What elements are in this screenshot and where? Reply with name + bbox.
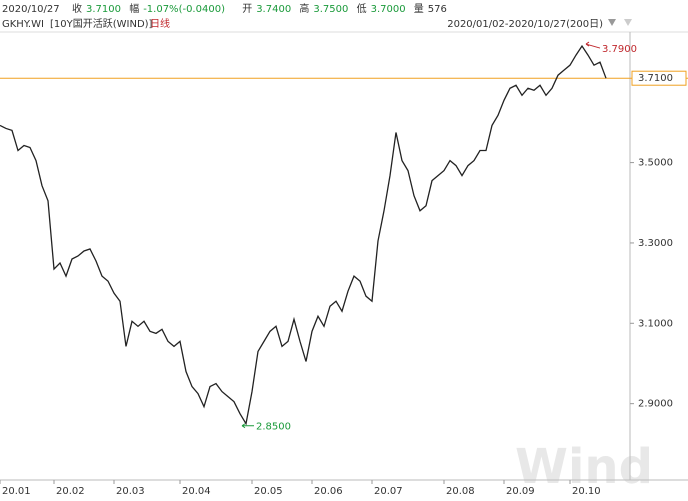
- x-tick-label: 20.08: [446, 486, 475, 497]
- header-label: 高: [299, 2, 309, 15]
- header: 2020/10/27 收 3.7100 幅 -1.07%(-0.0400) 开 3.7400…: [2, 2, 447, 15]
- header-label: 幅: [129, 2, 139, 15]
- x-tick-label: 20.03: [116, 486, 145, 497]
- header-date: 2020/10/27: [2, 4, 60, 15]
- min-label: 2.8500: [256, 422, 291, 433]
- code: GKHY.WI: [2, 19, 44, 30]
- y-tick-label: 3.3000: [638, 238, 673, 249]
- header-label: 收: [72, 2, 82, 15]
- header-value: 3.7500: [313, 4, 348, 15]
- x-tick-label: 20.07: [374, 486, 403, 497]
- x-tick-label: 20.10: [572, 486, 601, 497]
- dropdown-icon[interactable]: [624, 19, 632, 26]
- y-tick-label: 3.5000: [638, 158, 673, 169]
- header-label: 开: [242, 4, 252, 15]
- header-value: -1.07%(-0.0400): [143, 4, 225, 15]
- date-range: 2020/01/02-2020/10/27(200日): [447, 19, 603, 30]
- header-value: 576: [428, 4, 447, 15]
- header-label: 低: [357, 2, 367, 15]
- header-label: 量: [414, 3, 424, 15]
- x-tick-label: 20.05: [254, 486, 283, 497]
- x-tick-label: 20.01: [2, 486, 31, 497]
- y-tick-label: 3.1000: [638, 318, 673, 329]
- period: 日线: [150, 17, 170, 30]
- x-tick-label: 20.04: [182, 486, 211, 497]
- last-price-box: [631, 70, 687, 86]
- last-price-label: 3.7100: [638, 73, 673, 84]
- max-arrow: [585, 41, 601, 49]
- min-arrow: [241, 423, 254, 429]
- instrument-name: [10Y国开活跃(WIND)]: [50, 18, 153, 30]
- x-tick-label: 20.02: [56, 486, 85, 497]
- x-tick-label: 20.06: [314, 486, 343, 497]
- price-line: [0, 44, 607, 426]
- x-tick-label: 20.09: [506, 486, 535, 497]
- header-value: 3.7400: [256, 4, 291, 15]
- dropdown-icon[interactable]: [608, 19, 616, 26]
- max-label: 3.7900: [602, 44, 637, 55]
- header-value: 3.7000: [371, 4, 406, 15]
- header-value: 3.7100: [86, 4, 121, 15]
- y-tick-label: 2.9000: [638, 399, 673, 410]
